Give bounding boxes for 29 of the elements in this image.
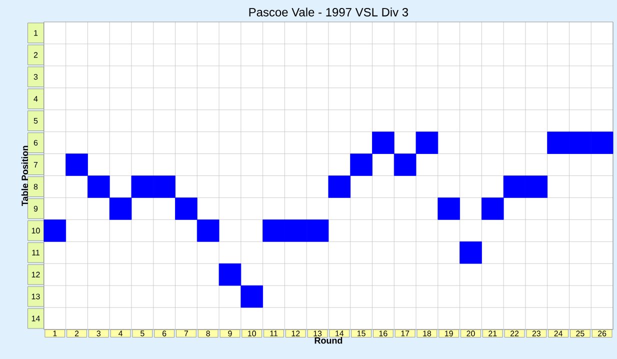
point [328,175,351,198]
x-axis-title: Round [314,336,342,344]
point [547,131,570,154]
point [372,131,394,154]
point [262,219,285,242]
point [590,131,614,154]
point [109,197,132,220]
point [131,175,154,198]
point [88,175,110,198]
point [306,219,329,242]
point [503,175,526,198]
point [569,131,592,154]
point [66,153,88,176]
point [44,219,66,242]
point [218,263,242,286]
point [438,197,460,220]
point [394,153,416,176]
chart-title: Pascoe Vale - 1997 VSL Div 3 [249,7,408,16]
point [525,175,548,198]
point [481,197,504,220]
point [284,219,307,242]
point [196,219,220,242]
point [240,285,264,308]
point [460,241,482,264]
point [416,131,438,154]
point [175,197,198,220]
y-axis-title: Table Position [21,146,28,206]
point [350,153,372,176]
point [153,175,176,198]
